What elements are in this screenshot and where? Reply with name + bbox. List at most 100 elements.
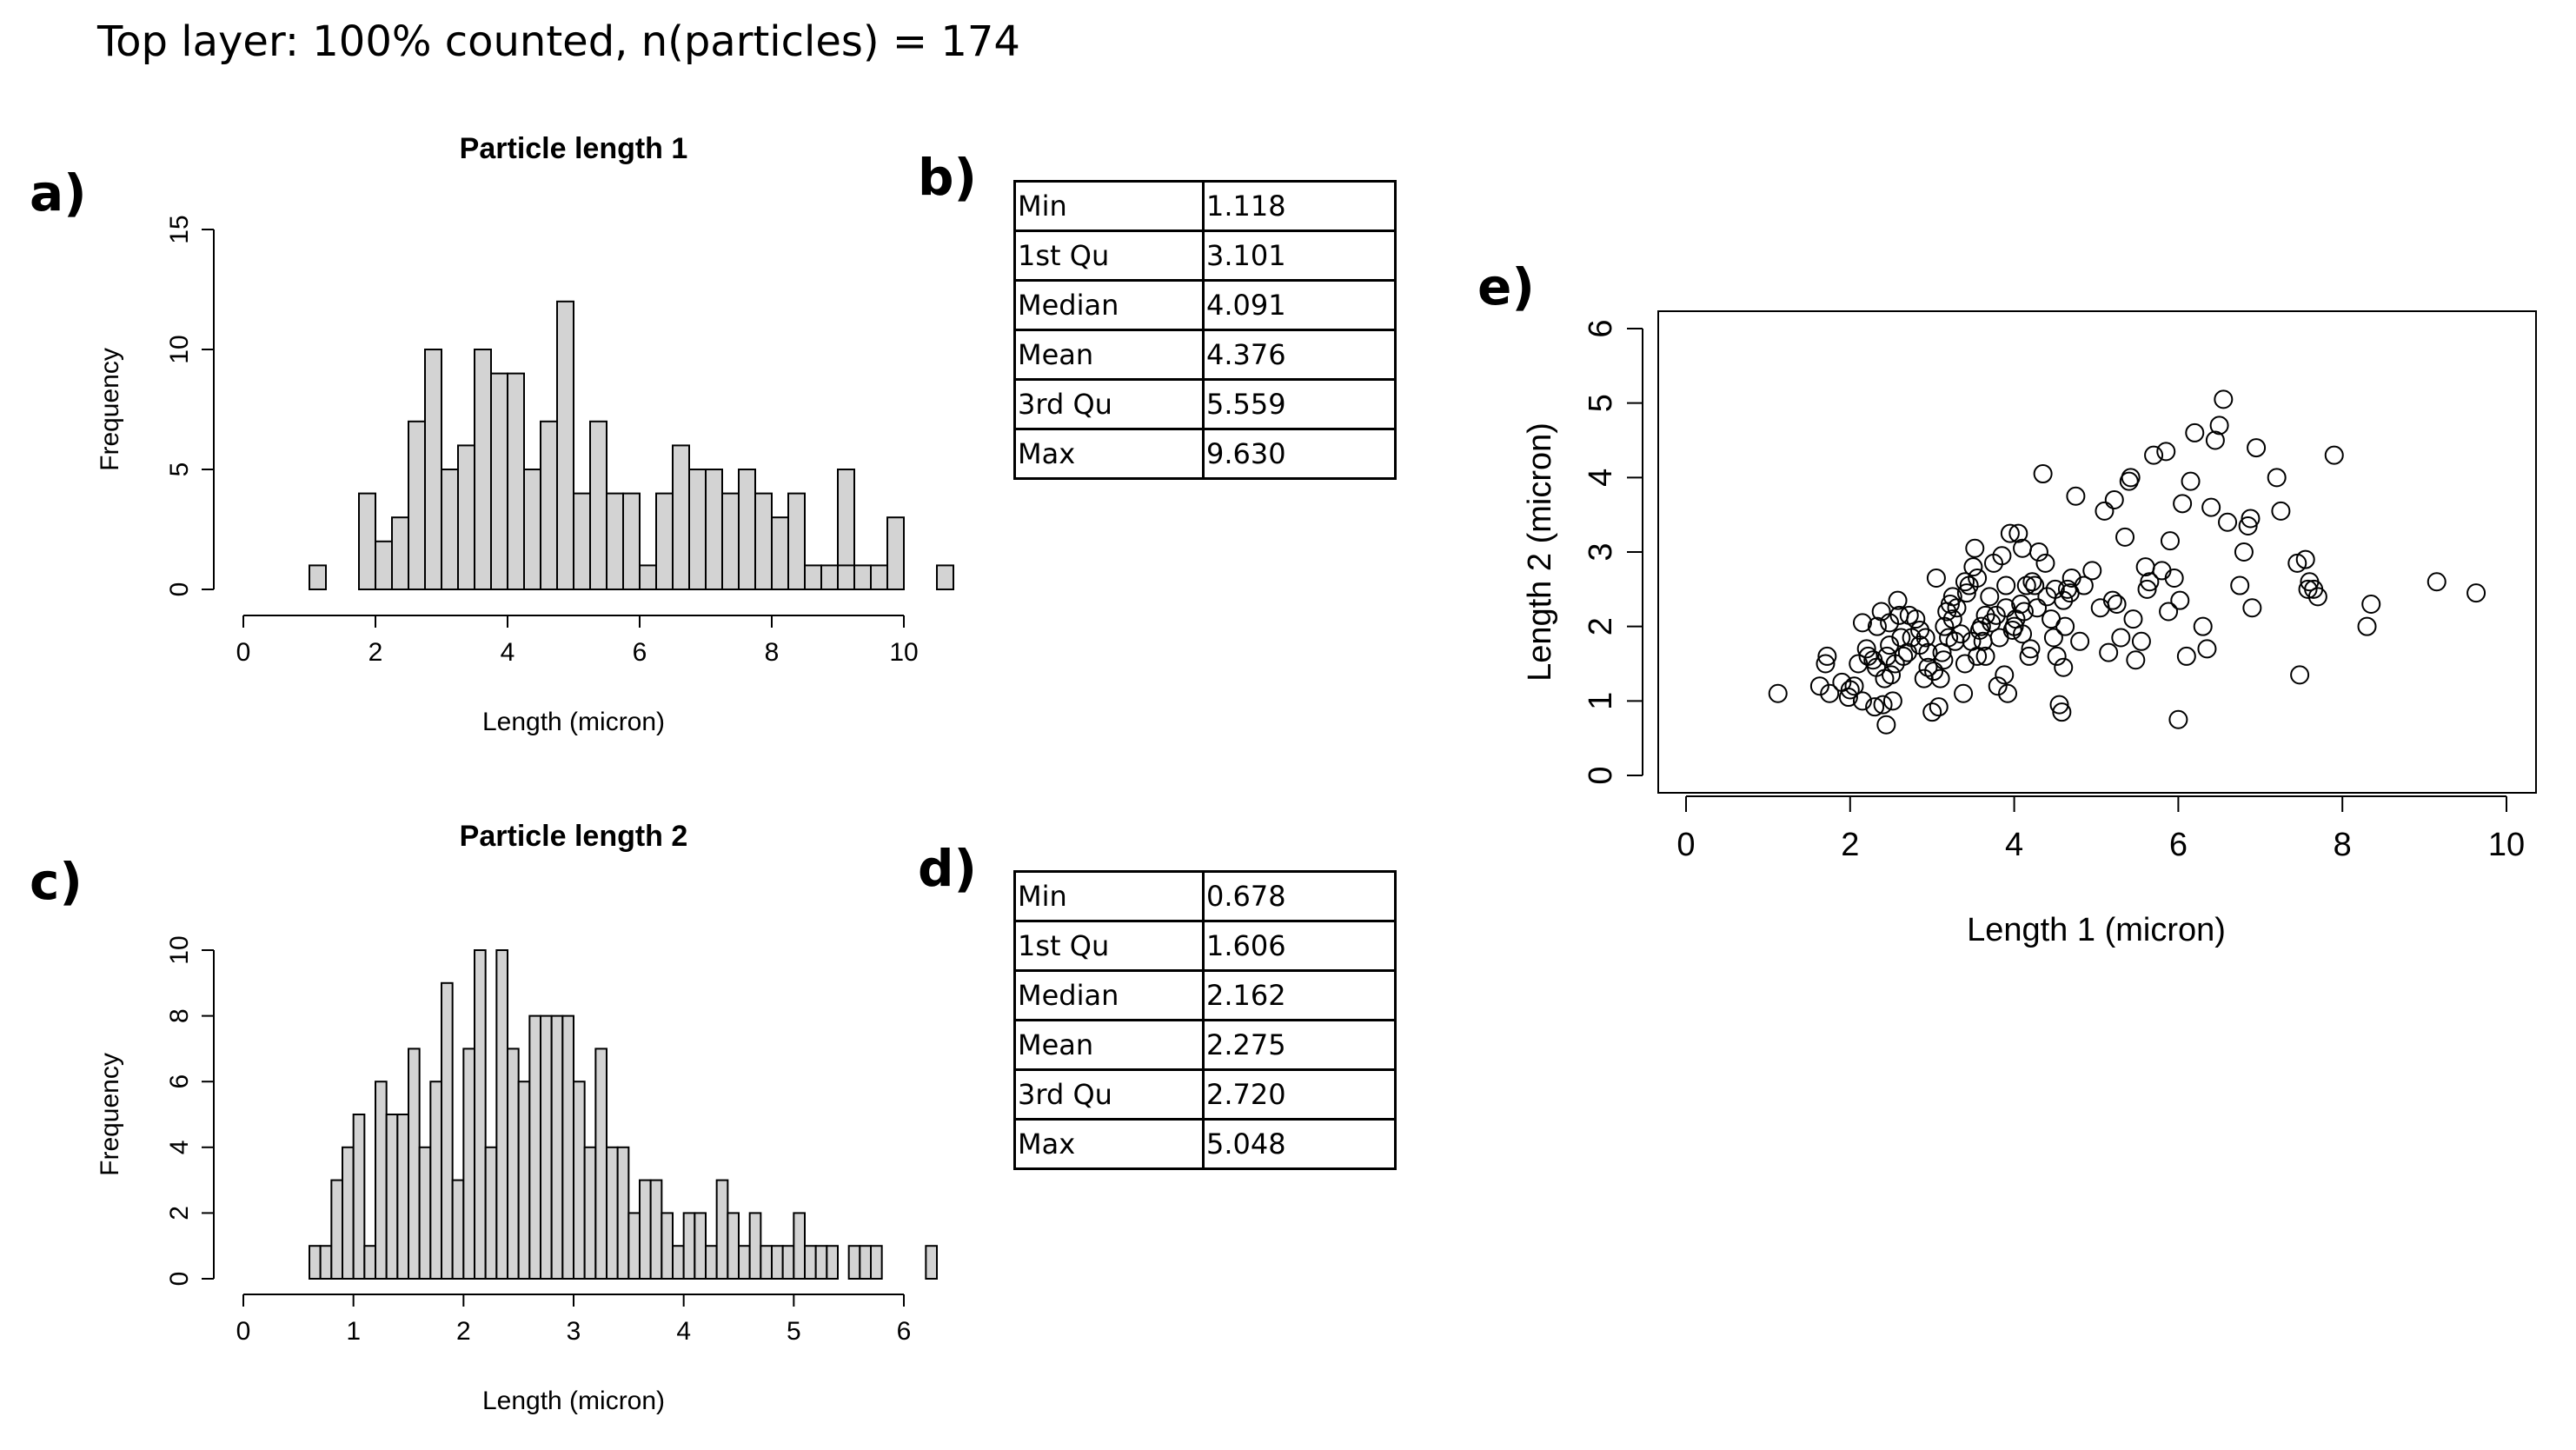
histogram-bar	[771, 1245, 784, 1280]
histogram-bar	[847, 1245, 861, 1280]
histogram-bar	[814, 1245, 828, 1280]
scatter-point	[2028, 598, 2048, 618]
histogram-bar	[561, 1014, 574, 1280]
histogram-bar	[672, 1245, 685, 1280]
y-tick-label: 8	[165, 1008, 194, 1023]
histogram-bar	[457, 444, 475, 590]
scatter-point	[1820, 683, 1840, 703]
stats-row: Mean 2.275	[1013, 1019, 1397, 1071]
stat-label: Mean	[1013, 1019, 1205, 1071]
scatter-point	[2074, 575, 2094, 595]
scatter-point	[1876, 715, 1896, 735]
scatter-point	[2014, 602, 2034, 622]
scatter-point	[1971, 616, 1991, 636]
scatter-point	[2123, 609, 2143, 629]
scatter-point	[1947, 598, 1967, 618]
x-axis-label: Length (micron)	[482, 1387, 665, 1415]
stat-label: 3rd Qu	[1013, 378, 1205, 430]
histogram-bar	[594, 1048, 607, 1280]
scatter-point	[2173, 494, 2193, 514]
histogram-bar	[495, 949, 508, 1280]
histogram-bar	[462, 1048, 475, 1280]
y-tick-label: 3	[1583, 542, 1619, 561]
scatter-point	[1871, 602, 1891, 622]
histogram-bar	[451, 1179, 465, 1280]
y-tick-label: 2	[1583, 617, 1619, 635]
scatter-point	[2115, 527, 2135, 547]
histogram-bar	[319, 1245, 333, 1280]
scatter-point	[1852, 613, 1872, 633]
scatter-point	[1930, 668, 1950, 688]
histogram-bar	[441, 469, 459, 590]
scatter-point	[1992, 546, 2012, 566]
scatter-point	[1995, 665, 2015, 685]
scatter-point	[1838, 688, 1858, 708]
scatter-point	[2197, 639, 2217, 659]
y-tick-label: 4	[165, 1140, 194, 1154]
y-tick-label: 4	[1583, 469, 1619, 487]
x-tick-label: 4	[501, 638, 515, 667]
stats-row: Min 1.118	[1013, 180, 1397, 232]
stat-value: 1.606	[1202, 920, 1397, 972]
x-tick-label: 6	[897, 1317, 912, 1346]
scatter-point	[2230, 575, 2250, 595]
scatter-point	[2152, 561, 2172, 581]
scatter-point	[1942, 609, 1962, 629]
histogram-bar	[787, 492, 806, 591]
stats-row: 1st Qu 1.606	[1013, 920, 1397, 972]
histogram-bar	[837, 564, 855, 591]
histogram-bar	[616, 1146, 630, 1280]
histogram-bar	[309, 1245, 322, 1280]
scatter-point	[1996, 575, 2016, 595]
scatter-point	[2000, 523, 2020, 543]
stat-value: 2.162	[1202, 969, 1397, 1021]
histogram-bar	[781, 1245, 795, 1280]
y-tick-label: 0	[165, 1272, 194, 1287]
histogram-bar	[375, 1081, 388, 1280]
scatter-point	[1875, 668, 1895, 688]
scatter-point	[1939, 628, 1959, 648]
scatter-point	[1873, 695, 1893, 715]
chart-title: Particle length 2	[460, 820, 688, 853]
scatter-point	[1867, 616, 1887, 636]
x-tick-label: 10	[2488, 827, 2525, 863]
scatter-point	[2126, 650, 2146, 670]
scatter-point	[2156, 442, 2176, 462]
scatter-point	[1968, 568, 1988, 588]
stat-label: Mean	[1013, 329, 1205, 381]
histogram-bar	[705, 469, 723, 590]
scatter-point	[2290, 665, 2310, 685]
stat-value: 5.048	[1202, 1118, 1397, 1170]
scatter-point	[2121, 468, 2141, 488]
scatter-point	[2267, 468, 2287, 488]
scatter-point	[2104, 490, 2124, 510]
histogram-bar	[760, 1245, 773, 1280]
x-tick-label: 10	[889, 638, 918, 667]
x-tick-label: 4	[676, 1317, 691, 1346]
scatter-point	[2466, 583, 2486, 603]
histogram-bar	[517, 1081, 531, 1280]
scatter-point	[2047, 646, 2067, 666]
scatter-point	[1980, 587, 2000, 607]
scatter-point	[2066, 486, 2086, 506]
histogram-bar	[429, 1081, 443, 1280]
y-tick-label: 2	[165, 1206, 194, 1221]
histogram-bar	[804, 564, 822, 591]
histogram-bar	[705, 1245, 718, 1280]
x-axis-label: Length 1 (micron)	[1967, 912, 2226, 948]
scatter-point	[2107, 594, 2127, 614]
histogram-bar	[441, 981, 454, 1280]
y-tick-label: 10	[165, 935, 194, 964]
histogram-bar	[573, 1081, 586, 1280]
scatter-point	[2054, 657, 2074, 677]
histogram-bar	[484, 1146, 498, 1280]
scatter-point	[2234, 542, 2254, 562]
stat-label: 3rd Qu	[1013, 1068, 1205, 1121]
histogram-bar	[820, 564, 839, 591]
histogram-bar	[418, 1146, 432, 1280]
histogram-bar	[738, 469, 756, 590]
x-tick-label: 2	[1841, 827, 1859, 863]
histogram-bar	[859, 1245, 872, 1280]
scatter-point	[1965, 538, 1985, 558]
stats-row: Median 2.162	[1013, 969, 1397, 1021]
